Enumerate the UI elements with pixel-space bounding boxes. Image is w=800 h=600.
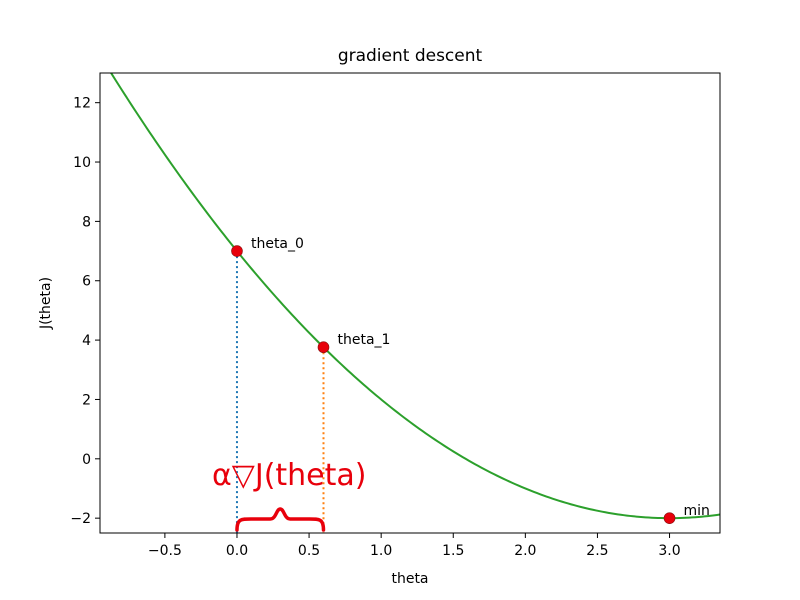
x-axis: −0.5 0.0 0.5 1.0 1.5 2.0 2.5 3.0: [148, 533, 681, 559]
x-tick-label: 0.5: [298, 543, 320, 559]
x-tick-label: 2.5: [586, 543, 608, 559]
y-axis-label: J(theta): [38, 277, 54, 330]
x-tick-label: −0.5: [148, 543, 182, 559]
point-label-min: min: [684, 503, 710, 519]
y-tick-label: 12: [73, 96, 91, 112]
gradient-step-annotation: α▽J(theta): [212, 458, 366, 493]
y-tick-label: 8: [82, 214, 91, 230]
x-tick-label: 1.5: [442, 543, 464, 559]
point-theta-0: [231, 245, 243, 257]
x-tick-label: 2.0: [514, 543, 536, 559]
cost-curve: [109, 73, 720, 520]
gradient-step-brace: [235, 507, 326, 532]
y-axis: −2 0 2 4 6 8 10 12: [70, 96, 100, 527]
y-tick-label: 10: [73, 155, 91, 171]
y-tick-label: 6: [82, 274, 91, 290]
point-label-theta-0: theta_0: [251, 236, 304, 252]
x-tick-label: 3.0: [658, 543, 680, 559]
y-tick-label: 0: [82, 452, 91, 468]
y-tick-label: 4: [82, 333, 91, 349]
y-tick-label: 2: [82, 392, 91, 408]
x-tick-label: 0.0: [226, 543, 248, 559]
point-min: [663, 512, 676, 524]
point-theta-1: [317, 341, 330, 354]
x-tick-label: 1.0: [370, 543, 392, 559]
y-tick-label: −2: [70, 511, 91, 527]
x-axis-label: theta: [391, 571, 428, 587]
plot-frame: [99, 72, 721, 534]
chart-title: gradient descent: [338, 46, 483, 66]
point-label-theta-1: theta_1: [337, 332, 390, 348]
